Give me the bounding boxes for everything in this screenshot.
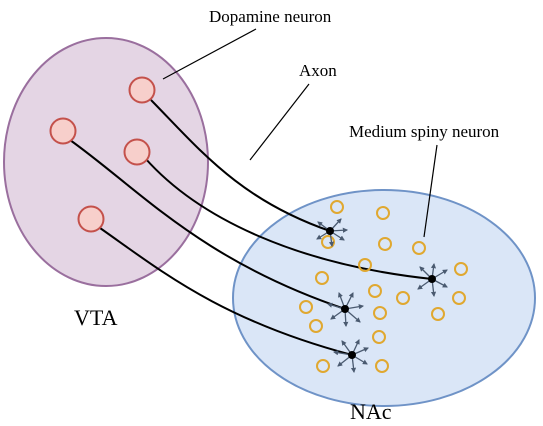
msn-cell	[309, 319, 323, 333]
axon-terminal	[348, 351, 356, 359]
msn-cell	[299, 300, 313, 314]
axon-3	[69, 139, 346, 310]
axon-pointer	[249, 83, 310, 161]
medium-spiny-neuron-label: Medium spiny neuron	[349, 122, 500, 141]
msn-cell	[376, 206, 390, 220]
dopamine-neuron-pointer	[162, 28, 257, 80]
axon-terminal	[326, 227, 334, 235]
msn-cell	[454, 262, 468, 276]
msn-cell	[452, 291, 466, 305]
nac-label: NAc	[350, 399, 392, 424]
msn-cell	[358, 258, 372, 272]
vta-region	[3, 37, 209, 287]
dopamine-neurons	[49, 76, 156, 233]
vta-label: VTA	[74, 305, 118, 330]
dopamine-neuron-cell	[128, 76, 156, 104]
axon-4	[99, 227, 353, 356]
axons	[69, 99, 433, 356]
medium-spiny-neurons	[299, 200, 468, 373]
axon-terminal	[428, 275, 436, 283]
msn-cell	[316, 359, 330, 373]
msn-cell	[315, 271, 329, 285]
medium-spiny-neuron-pointer	[423, 144, 438, 238]
msn-cell	[373, 306, 387, 320]
axon-1	[150, 99, 331, 232]
msn-cell	[396, 291, 410, 305]
dopamine-neuron-label: Dopamine neuron	[209, 7, 332, 26]
label-pointers	[162, 28, 438, 238]
msn-cell	[431, 307, 445, 321]
nac-region	[232, 189, 536, 407]
dopamine-neuron-cell	[123, 138, 151, 166]
dopamine-neuron-cell	[77, 205, 105, 233]
axon-terminals	[326, 227, 436, 359]
msn-cell	[372, 330, 386, 344]
axon-terminal	[341, 305, 349, 313]
dopamine-neuron-cell	[49, 117, 77, 145]
msn-cell	[368, 284, 382, 298]
msn-cell	[330, 200, 344, 214]
msn-cell	[412, 241, 426, 255]
axon-label: Axon	[299, 61, 337, 80]
msn-cell	[378, 237, 392, 251]
msn-cell	[375, 359, 389, 373]
axon-2	[144, 157, 433, 280]
